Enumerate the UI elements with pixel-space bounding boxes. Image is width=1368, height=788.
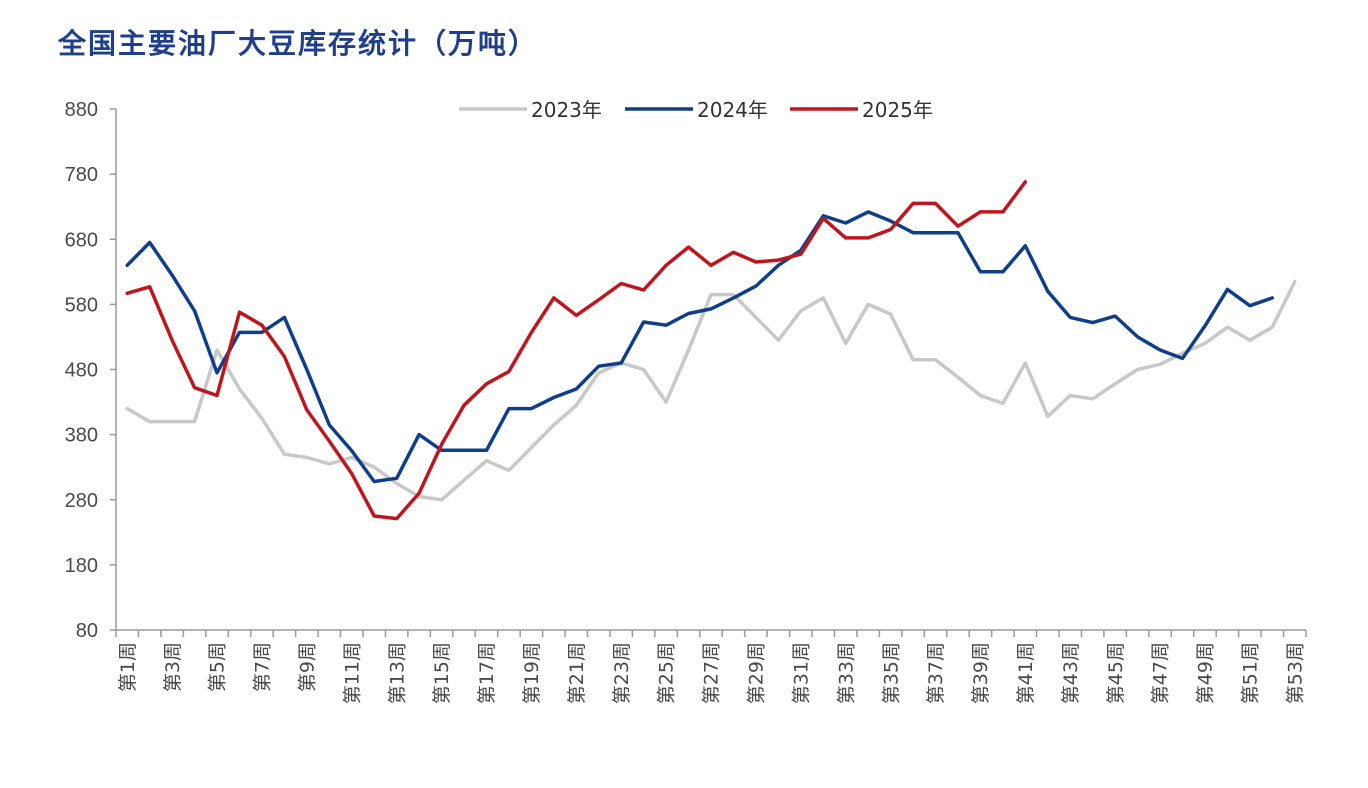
series-line-2025 (125, 180, 1028, 521)
y-tick-label: 380 (65, 425, 98, 447)
x-tick-label: 第51周 (1240, 642, 1262, 704)
x-tick-label: 第19周 (521, 642, 543, 704)
legend: 2023年 2024年 2025年 (459, 98, 933, 122)
x-tick-label: 第17周 (476, 642, 498, 704)
series-lines (125, 180, 1297, 521)
x-tick-label: 第23周 (611, 642, 633, 704)
y-tick-label: 280 (65, 490, 98, 512)
x-tick-label: 第21周 (566, 642, 588, 704)
x-tick-label: 第7周 (252, 642, 274, 692)
x-tick-label: 第15周 (431, 642, 453, 704)
x-tick-label: 第11周 (341, 642, 363, 704)
x-tick-label: 第29周 (746, 642, 768, 704)
x-tick-label: 第41周 (1015, 642, 1037, 704)
x-tick-label: 第33周 (835, 642, 857, 704)
y-tick-label: 80 (76, 620, 98, 642)
y-tick-label: 880 (65, 99, 98, 121)
legend-label: 2025年 (862, 98, 933, 122)
x-tick-label: 第5周 (207, 642, 229, 692)
y-tick-label: 780 (65, 164, 98, 186)
y-axis: 80 180 280 380 480 580 680 780 880 (65, 99, 117, 642)
x-tick-label: 第37周 (925, 642, 947, 704)
legend-label: 2023年 (531, 98, 602, 122)
x-tick-label: 第47周 (1150, 642, 1172, 704)
y-tick-label: 680 (65, 229, 98, 251)
x-axis: 第1周 第3周 第5周 第7周 第9周 第11周 第13周 第15周 第17周 第19周 第21周 第… (115, 629, 1307, 704)
x-tick-label: 第9周 (296, 642, 318, 692)
y-tick-label: 480 (65, 360, 98, 382)
x-tick-label: 第53周 (1284, 642, 1306, 704)
x-tick-label: 第3周 (162, 642, 184, 692)
x-tick-label: 第39周 (970, 642, 992, 704)
y-tick-label: 580 (65, 294, 98, 316)
x-tick-label: 第43周 (1060, 642, 1082, 704)
x-tick-label: 第13周 (386, 642, 408, 704)
series-line-2023 (125, 279, 1297, 502)
x-tick-label: 第49周 (1195, 642, 1217, 704)
y-tick-label: 180 (65, 555, 98, 577)
chart-title: 全国主要油厂大豆库存统计（万吨） (58, 27, 539, 60)
x-tick-label: 第1周 (117, 642, 139, 692)
legend-label: 2024年 (697, 98, 768, 122)
x-tick-label: 第31周 (790, 642, 812, 704)
x-tick-label: 第25周 (656, 642, 678, 704)
x-tick-label: 第45周 (1105, 642, 1127, 704)
series-line-2024 (125, 210, 1275, 484)
x-tick-label: 第35周 (880, 642, 902, 704)
x-tick-label: 第27周 (701, 642, 723, 704)
